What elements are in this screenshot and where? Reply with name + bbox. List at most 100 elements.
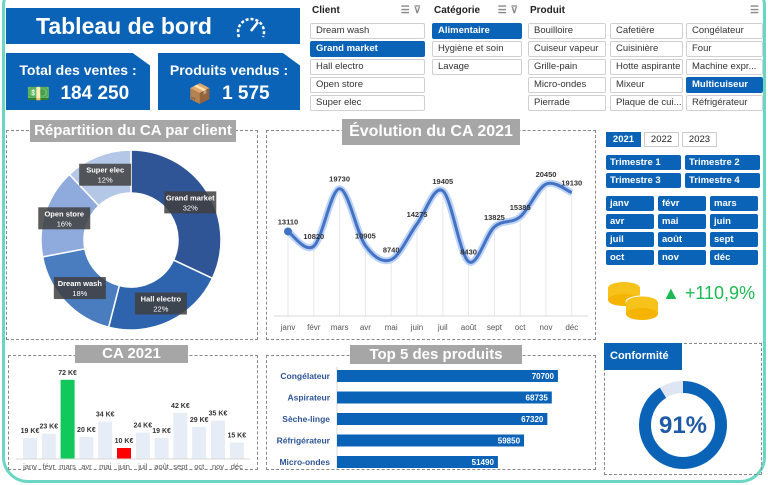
pie-label-box <box>164 191 217 214</box>
multiselect-icon[interactable]: ☰ <box>750 5 763 16</box>
speedometer-icon <box>236 17 266 38</box>
bar-label: 72 K€ <box>58 370 77 377</box>
month-button[interactable]: sept <box>710 232 758 247</box>
data-label: 13110 <box>278 217 298 226</box>
slicer-item-produit[interactable]: Pierrade <box>528 95 606 111</box>
top5-title: Top 5 des produits <box>350 345 522 364</box>
year-button[interactable]: 2021 <box>606 132 641 147</box>
kpi-value: 184 250 <box>60 83 130 104</box>
month-button[interactable]: avr <box>606 214 654 229</box>
slicer-item-produit[interactable]: Réfrigérateur <box>686 95 763 111</box>
category-label: Congélateur <box>280 371 330 381</box>
line-glow <box>285 179 574 266</box>
month-button[interactable]: août <box>658 232 706 247</box>
x-tick-label: juin <box>117 462 130 471</box>
data-label: 8740 <box>383 246 400 255</box>
bar-label: 19 K€ <box>21 428 40 435</box>
slicer-item-categorie[interactable]: Hygiène et soin <box>432 41 522 57</box>
kpi-label: Total des ventes : <box>19 62 137 78</box>
produit-slicer-header: Produit ☰ <box>530 5 763 16</box>
bar <box>135 432 150 459</box>
month-button[interactable]: déc <box>710 250 758 265</box>
slicer-item-produit[interactable]: Bouilloire <box>528 23 606 39</box>
slicer-item-produit[interactable]: Hotte aspirante <box>610 59 683 75</box>
pie-title: Répartition du CA par client <box>30 120 236 142</box>
slicer-item-categorie[interactable]: Alimentaire <box>432 23 522 39</box>
data-label: 10820 <box>303 232 324 241</box>
slicer-item-produit[interactable]: Grille-pain <box>528 59 606 75</box>
slicer-item-produit[interactable]: Cuisinière <box>610 41 683 57</box>
multiselect-clear-filter-icon[interactable]: ☰⊽ <box>497 5 522 16</box>
slicer-item-client[interactable]: Open store <box>310 77 425 93</box>
kpi-produits-vendus: Produits vendus : 📦 1 575 <box>158 53 300 110</box>
gauge-value: 91% <box>659 412 707 439</box>
month-button[interactable]: oct <box>606 250 654 265</box>
multiselect-clear-filter-icon[interactable]: ☰⊽ <box>400 5 425 16</box>
month-button[interactable]: févr <box>658 196 706 211</box>
x-tick-label: oct <box>515 323 526 332</box>
pie-value: 12% <box>98 176 113 185</box>
slicer-item-produit[interactable]: Mixeur <box>610 77 683 93</box>
slicer-item-produit[interactable]: Cuiseur vapeur <box>528 41 606 57</box>
month-button[interactable]: janv <box>606 196 654 211</box>
slicer-item-produit[interactable]: Plaque de cui... <box>610 95 683 111</box>
bar-label: 29 K€ <box>190 417 209 424</box>
slicer-item-produit[interactable]: Cafetière <box>610 23 683 39</box>
x-tick-label: févr <box>43 462 56 471</box>
data-label: 19130 <box>561 179 582 188</box>
conformite-panel <box>604 343 762 475</box>
bar-label: 20 K€ <box>77 427 96 434</box>
x-tick-label: avr <box>81 462 92 471</box>
year-button[interactable]: 2023 <box>682 132 717 147</box>
trimestre-button[interactable]: Trimestre 2 <box>685 155 760 170</box>
kpi-value: 1 575 <box>222 83 270 104</box>
trimestre-button[interactable]: Trimestre 1 <box>606 155 681 170</box>
category-label: Réfrigérateur <box>277 436 331 446</box>
top5-chart: Congélateur 70700 Aspirateur 68735 Sèche-lin… <box>277 367 558 469</box>
line-title: Évolution du CA 2021 <box>342 119 520 145</box>
bar-label: 19 K€ <box>152 428 171 435</box>
bar-label: 24 K€ <box>133 423 152 430</box>
slicer-item-client[interactable]: Grand market <box>310 41 425 57</box>
slicer-item-produit[interactable]: Four <box>686 41 763 57</box>
slicer-item-categorie[interactable]: Lavage <box>432 59 522 75</box>
data-label: 19730 <box>329 175 350 184</box>
data-label: 13825 <box>484 213 505 222</box>
trimestre-button[interactable]: Trimestre 4 <box>685 173 760 188</box>
bar-label: 34 K€ <box>96 412 115 419</box>
category-label: Sèche-linge <box>282 414 330 424</box>
year-button[interactable]: 2022 <box>644 132 679 147</box>
slicer-item-produit[interactable]: Machine expr... <box>686 59 763 75</box>
trimestre-button[interactable]: Trimestre 3 <box>606 173 681 188</box>
month-button[interactable]: mars <box>710 196 758 211</box>
month-button[interactable]: mai <box>658 214 706 229</box>
x-tick-label: sept <box>487 323 503 332</box>
x-tick-label: sept <box>173 462 188 471</box>
triangle-up-icon: ▲ <box>662 283 680 303</box>
bar-label: 15 K€ <box>227 433 246 440</box>
x-tick-label: mars <box>331 323 349 332</box>
slicer-item-produit[interactable]: Multicuiseur <box>686 77 763 93</box>
x-tick-label: juin <box>410 323 423 332</box>
x-tick-label: déc <box>565 323 578 332</box>
slicer-item-client[interactable]: Hall electro <box>310 59 425 75</box>
bar <box>337 391 552 404</box>
slicer-title: Produit <box>530 5 565 16</box>
line-start-marker <box>284 227 292 236</box>
slicer-item-client[interactable]: Dream wash <box>310 23 425 39</box>
pie-value: 18% <box>72 289 87 298</box>
slicer-item-produit[interactable]: Congélateur <box>686 23 763 39</box>
coins-icon <box>608 282 659 320</box>
month-button[interactable]: juil <box>606 232 654 247</box>
bar <box>41 433 56 459</box>
growth-value: +110,9% <box>684 283 756 303</box>
data-label: 15385 <box>510 203 531 212</box>
data-label: 19405 <box>432 177 453 186</box>
x-tick-label: août <box>154 462 170 471</box>
month-button[interactable]: juin <box>710 214 758 229</box>
month-button[interactable]: nov <box>658 250 706 265</box>
slicer-item-client[interactable]: Super elec <box>310 95 425 111</box>
slicer-item-produit[interactable]: Micro-ondes <box>528 77 606 93</box>
x-tick-label: août <box>461 323 477 332</box>
